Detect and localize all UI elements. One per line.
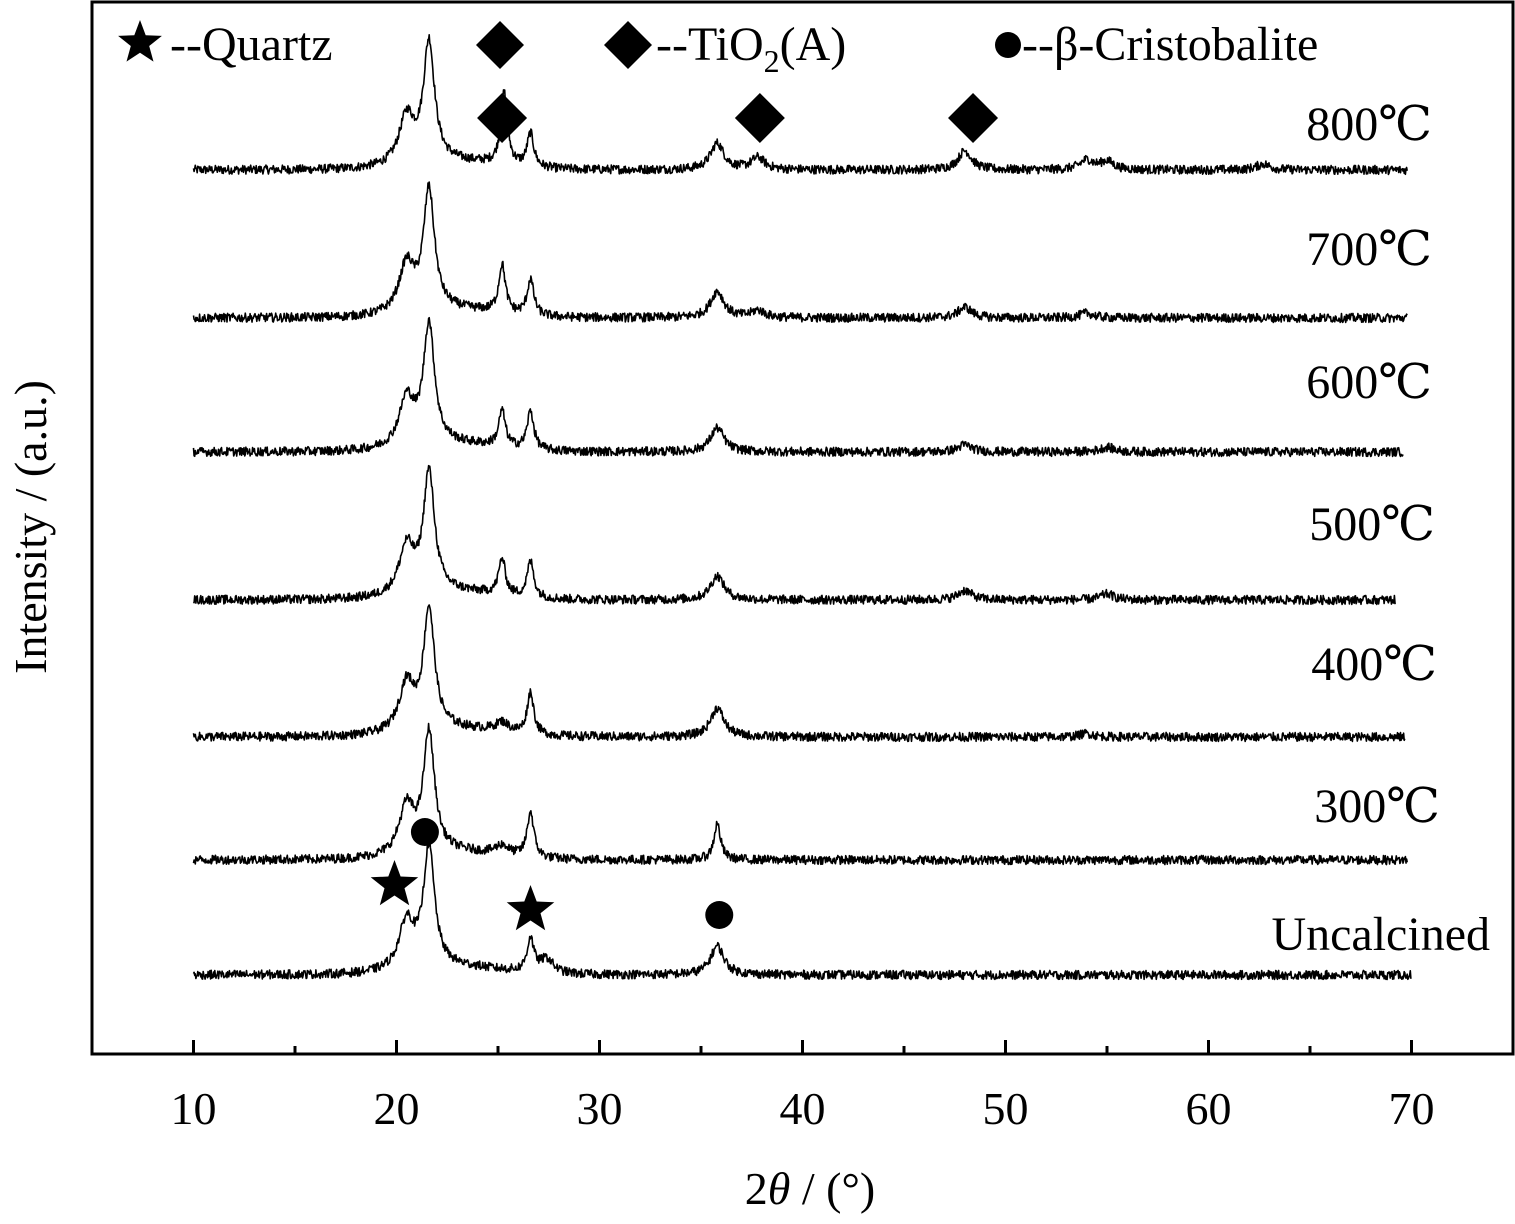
legend-cristobalite-label: --β-Cristobalite bbox=[1022, 18, 1318, 71]
series-line bbox=[192, 839, 1412, 981]
series-line bbox=[192, 464, 1396, 606]
x-tick-label: 30 bbox=[577, 1083, 623, 1134]
legend-diamond-icon bbox=[476, 21, 524, 69]
plot-frame bbox=[90, 0, 1515, 1056]
x-tick-label: 40 bbox=[780, 1083, 826, 1134]
star-icon bbox=[370, 860, 419, 906]
series-label: 300℃ bbox=[1314, 780, 1440, 833]
xrd-traces bbox=[192, 34, 1412, 981]
legend-tio2-label: --TiO2(A) bbox=[656, 18, 846, 79]
series-label: Uncalcined bbox=[1271, 908, 1490, 961]
x-axis-ticks bbox=[192, 1040, 1413, 1054]
phase-markers bbox=[370, 93, 999, 931]
x-tick-label: 70 bbox=[1389, 1083, 1435, 1134]
series-labels: 800℃ 700℃ 600℃ 500℃ 400℃ 300℃ Uncalcined bbox=[1271, 98, 1490, 961]
star-icon bbox=[506, 885, 555, 931]
series-label: 700℃ bbox=[1306, 223, 1432, 276]
series-line bbox=[192, 34, 1408, 176]
x-tick-label: 50 bbox=[983, 1083, 1029, 1134]
legend: --Quartz --TiO2(A) --β-Cristobalite bbox=[118, 18, 1318, 79]
series-line bbox=[192, 316, 1404, 458]
legend-circle-icon bbox=[995, 32, 1021, 58]
diamond-icon bbox=[734, 93, 785, 143]
series-line bbox=[192, 604, 1406, 743]
x-tick-label: 60 bbox=[1186, 1083, 1232, 1134]
series-label: 400℃ bbox=[1311, 638, 1437, 691]
legend-star-icon bbox=[118, 20, 162, 62]
legend-diamond-icon bbox=[604, 21, 652, 69]
series-line bbox=[192, 181, 1408, 324]
legend-quartz-label: --Quartz bbox=[170, 18, 333, 71]
series-label: 500℃ bbox=[1309, 498, 1435, 551]
diamond-icon bbox=[948, 93, 999, 143]
series-label: 800℃ bbox=[1306, 98, 1432, 151]
series-label: 600℃ bbox=[1306, 356, 1432, 409]
x-axis-title: 2θ / (°) bbox=[745, 1163, 875, 1214]
x-tick-label: 10 bbox=[171, 1083, 217, 1134]
series-line bbox=[192, 722, 1408, 866]
x-axis-tick-labels: 10 20 30 40 50 60 70 bbox=[171, 1083, 1435, 1134]
circle-icon bbox=[410, 818, 439, 846]
diamond-icon bbox=[477, 93, 528, 143]
x-tick-label: 20 bbox=[374, 1083, 420, 1134]
y-axis-title: Intensity / (a.u.) bbox=[5, 380, 56, 674]
circle-icon bbox=[705, 901, 734, 929]
